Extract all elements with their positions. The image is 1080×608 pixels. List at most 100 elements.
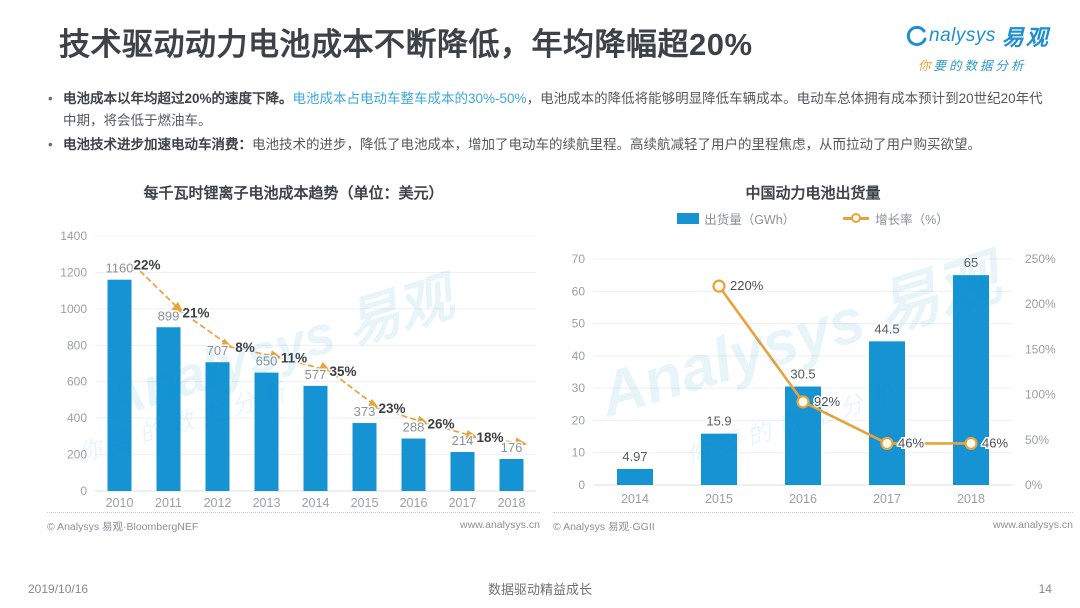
svg-text:2011: 2011: [155, 496, 182, 510]
summary-bullets: • 电池成本以年均超过20%的速度下降。电池成本占电动车整车成本的30%-50%，…: [48, 88, 1044, 157]
svg-text:600: 600: [67, 375, 87, 389]
growth-label-2016: 92%: [814, 394, 840, 409]
decline-label-2016: 23%: [378, 401, 405, 416]
shipment-chart-legend: 出货量（GWh） 增长率（%）: [551, 207, 1075, 229]
growth-label-2018: 46%: [982, 435, 1008, 450]
svg-text:2017: 2017: [449, 496, 477, 510]
charts-row: Analysys 易观 你要的数据分析 每千瓦时锂离子电池成本趋势（单位：美元）…: [45, 176, 1075, 556]
bullet-item: • 电池成本以年均超过20%的速度下降。电池成本占电动车整车成本的30%-50%，…: [48, 91, 1043, 129]
svg-text:214: 214: [452, 433, 474, 448]
bar-2015: [701, 433, 737, 485]
decline-label-2014: 11%: [281, 351, 307, 366]
svg-text:1400: 1400: [60, 229, 87, 243]
svg-text:30: 30: [572, 381, 586, 395]
decline-label-2015: 35%: [329, 364, 356, 379]
shipment-chart-source-row: © Analysys 易观·GGII www.analysys.cn: [553, 512, 1073, 534]
decline-label-2017: 26%: [427, 417, 454, 432]
decline-label-2011: 22%: [133, 258, 160, 273]
svg-text:288: 288: [403, 420, 425, 435]
svg-text:650: 650: [256, 354, 278, 369]
bar-label-2016: 30.5: [790, 367, 815, 382]
svg-text:2013: 2013: [253, 496, 281, 510]
svg-text:800: 800: [67, 338, 87, 352]
svg-text:150%: 150%: [1025, 342, 1056, 356]
svg-text:100%: 100%: [1025, 388, 1056, 402]
svg-text:1200: 1200: [60, 265, 87, 279]
svg-text:10: 10: [572, 446, 586, 460]
svg-text:899: 899: [158, 308, 180, 323]
svg-text:0: 0: [80, 484, 87, 498]
shipment-panel: Analysys 易观 你要的数据分析 中国动力电池出货量 出货量（GWh） 增…: [551, 176, 1075, 556]
bar-label-2017: 44.5: [874, 321, 899, 336]
growth-rate-line: [717, 285, 971, 445]
growth-label-2015: 220%: [730, 278, 764, 293]
svg-text:20: 20: [572, 413, 586, 427]
cost-chart-title: 每千瓦时锂离子电池成本趋势（单位：美元）: [143, 185, 444, 202]
bar-2014: [303, 385, 328, 491]
svg-text:2014: 2014: [621, 492, 649, 506]
bar-2016: [401, 438, 426, 491]
decline-label-2013: 8%: [235, 340, 255, 355]
bar-2013: [254, 372, 279, 491]
analysys-swirl-icon: [904, 24, 928, 48]
svg-text:2016: 2016: [400, 496, 428, 510]
cost-trend-chart: 0 200 400 600 800 1000 1200 1400 2010 2011 2012 201…: [45, 207, 542, 523]
shipment-chart-title: 中国动力电池出货量: [745, 185, 881, 202]
svg-text:1000: 1000: [60, 302, 87, 316]
svg-text:0%: 0%: [1025, 478, 1043, 492]
svg-text:373: 373: [354, 404, 376, 419]
source-site: www.analysys.cn: [460, 519, 540, 531]
bar-2017: [450, 452, 475, 491]
footer-bar: 2019/10/16 数据驱动精益成长 14: [28, 579, 1052, 598]
svg-text:70: 70: [572, 252, 586, 266]
analysys-logo: nalysys 易观 你要的数据分析: [904, 20, 1054, 74]
svg-text:40: 40: [572, 349, 586, 363]
svg-text:400: 400: [67, 411, 87, 425]
svg-text:2012: 2012: [204, 496, 232, 510]
footer-page-number: 14: [1038, 581, 1052, 596]
svg-text:0: 0: [578, 478, 585, 492]
source-text: © Analysys 易观·GGII: [553, 521, 655, 533]
footer-slogan: 数据驱动精益成长: [487, 582, 592, 597]
bar-2017: [869, 341, 905, 485]
svg-text:200%: 200%: [1025, 297, 1056, 311]
bar-2011: [156, 327, 181, 491]
decline-trend-line: [132, 264, 528, 448]
bar-swatch-icon: [677, 212, 700, 224]
bar-2010: [107, 279, 132, 491]
svg-text:2017: 2017: [873, 492, 901, 506]
bar-2015: [352, 423, 377, 491]
decline-label-2018: 18%: [476, 430, 503, 445]
svg-text:50%: 50%: [1025, 433, 1049, 447]
svg-text:1160: 1160: [106, 261, 134, 276]
svg-text:60: 60: [572, 284, 586, 298]
decline-label-2012: 21%: [182, 305, 209, 320]
legend-item-growth: 增长率（%）: [843, 209, 949, 228]
svg-text:2010: 2010: [106, 496, 134, 510]
svg-text:2015: 2015: [705, 492, 733, 506]
source-site: www.analysys.cn: [993, 519, 1073, 531]
bar-label-2015: 15.9: [706, 414, 731, 429]
growth-point-2018: [964, 436, 978, 451]
footer-date: 2019/10/16: [28, 581, 89, 596]
growth-label-2017: 46%: [898, 435, 924, 450]
bar-2018: [953, 275, 989, 485]
svg-text:50: 50: [572, 317, 586, 331]
source-text: © Analysys 易观·BloombergNEF: [47, 521, 199, 533]
svg-text:200: 200: [67, 448, 87, 462]
growth-point-2016: [796, 395, 810, 409]
bar-2018: [499, 458, 524, 491]
svg-text:2016: 2016: [789, 492, 817, 506]
bar-label-2018: 65: [964, 255, 978, 270]
svg-text:707: 707: [207, 343, 229, 358]
svg-text:2018: 2018: [498, 496, 526, 510]
svg-text:176: 176: [501, 440, 523, 455]
bar-2012: [205, 362, 230, 491]
growth-point-2015: [712, 279, 726, 293]
page-title: 技术驱动动力电池成本不断降低，年均降幅超20%: [59, 27, 753, 62]
svg-text:2014: 2014: [302, 496, 330, 510]
cost-chart-source-row: © Analysys 易观·BloombergNEF www.analysys.…: [47, 512, 540, 534]
growth-point-2017: [880, 436, 894, 451]
bullet-item: • 电池技术进步加速电动车消费：电池技术的进步，降低了电池成本，增加了电动车的续航…: [48, 136, 981, 152]
line-swatch-icon: [843, 213, 870, 223]
